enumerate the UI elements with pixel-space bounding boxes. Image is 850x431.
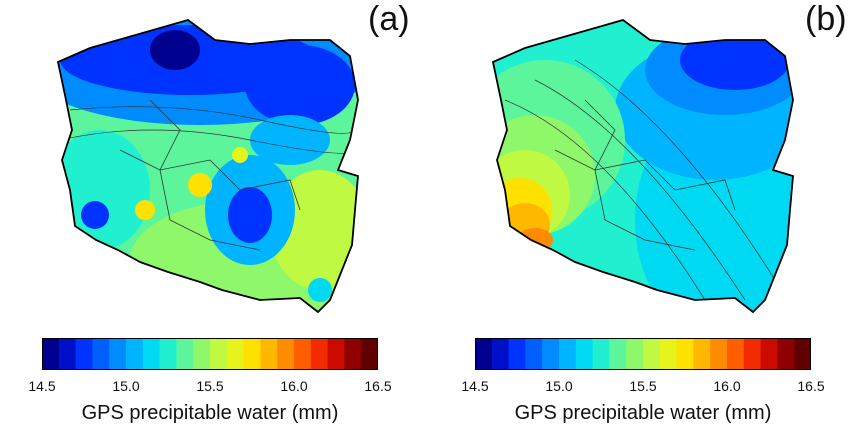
colorbar-swatch (743, 338, 762, 370)
colorbar-tick-label: 16.5 (797, 378, 825, 394)
colorbar-swatch (42, 338, 60, 370)
colorbar-swatch (592, 338, 610, 370)
colorbar-swatch (508, 338, 526, 370)
colorbar-tick-label: 14.5 (461, 378, 489, 394)
colorbar-label: GPS precipitable water (mm) (81, 402, 339, 424)
colorbar-swatch (109, 338, 127, 370)
colorbar-swatch (260, 338, 278, 370)
colorbar-swatch (58, 338, 77, 370)
colorbar-swatch (609, 338, 627, 370)
colorbar-swatch (777, 338, 795, 370)
colorbar-swatch (659, 338, 678, 370)
colorbar-swatch (475, 338, 493, 370)
colorbar-swatch (643, 338, 661, 370)
colorbar-swatch (92, 338, 110, 370)
colorbar-tick-label: 14.5 (28, 378, 56, 394)
colorbar-svg (42, 338, 378, 370)
colorbar-tick-label: 16.0 (280, 378, 308, 394)
map-b (491, 19, 794, 314)
colorbar-tick-label: 15.5 (629, 378, 657, 394)
panel-a: (a) 14.5 15.0 15.5 16.0 16.5 GPS precipitabl… (28, 0, 410, 424)
colorbar-swatch (142, 338, 161, 370)
colorbar-swatch (491, 338, 510, 370)
colorbar-svg (475, 338, 811, 370)
colorbar-swatch (525, 338, 543, 370)
colorbar-label: GPS precipitable water (mm) (514, 402, 772, 424)
colorbar-swatch (327, 338, 345, 370)
panel-b: (b) 14.5 15.0 15.5 16.0 16.5 GPS precipitabl… (425, 0, 850, 431)
colorbar-swatch (542, 338, 560, 370)
colorbar-swatch (693, 338, 711, 370)
colorbar-swatch (361, 338, 378, 370)
colorbar-tick-label: 16.5 (364, 378, 392, 394)
colorbar-swatch (710, 338, 728, 370)
panel-label: (a) (368, 0, 410, 38)
colorbar (42, 338, 378, 370)
colorbar-swatch (210, 338, 228, 370)
colorbar (475, 338, 811, 370)
colorbar-swatch (676, 338, 694, 370)
colorbar-border (475, 338, 811, 370)
colorbar-swatch (75, 338, 93, 370)
colorbar-border (42, 338, 378, 370)
colorbar-swatch (794, 338, 811, 370)
map-a (56, 19, 359, 314)
colorbar-swatch (277, 338, 295, 370)
colorbar-tick-label: 15.5 (196, 378, 224, 394)
panel-label: (b) (805, 0, 847, 38)
colorbar-tick-label: 16.0 (713, 378, 741, 394)
colorbar-swatch (575, 338, 594, 370)
colorbar-tick-label: 15.0 (545, 378, 573, 394)
colorbar-swatch (159, 338, 177, 370)
colorbar-swatch (310, 338, 329, 370)
colorbar-swatch (294, 338, 312, 370)
colorbar-swatch (126, 338, 144, 370)
colorbar-swatch (559, 338, 577, 370)
colorbar-swatch (193, 338, 211, 370)
colorbar-tick-label: 15.0 (112, 378, 140, 394)
colorbar-swatch (176, 338, 194, 370)
colorbar-swatch (760, 338, 778, 370)
colorbar-swatch (626, 338, 644, 370)
colorbar-swatch (243, 338, 261, 370)
colorbar-swatch (727, 338, 745, 370)
colorbar-swatch (226, 338, 245, 370)
colorbar-swatch (344, 338, 362, 370)
